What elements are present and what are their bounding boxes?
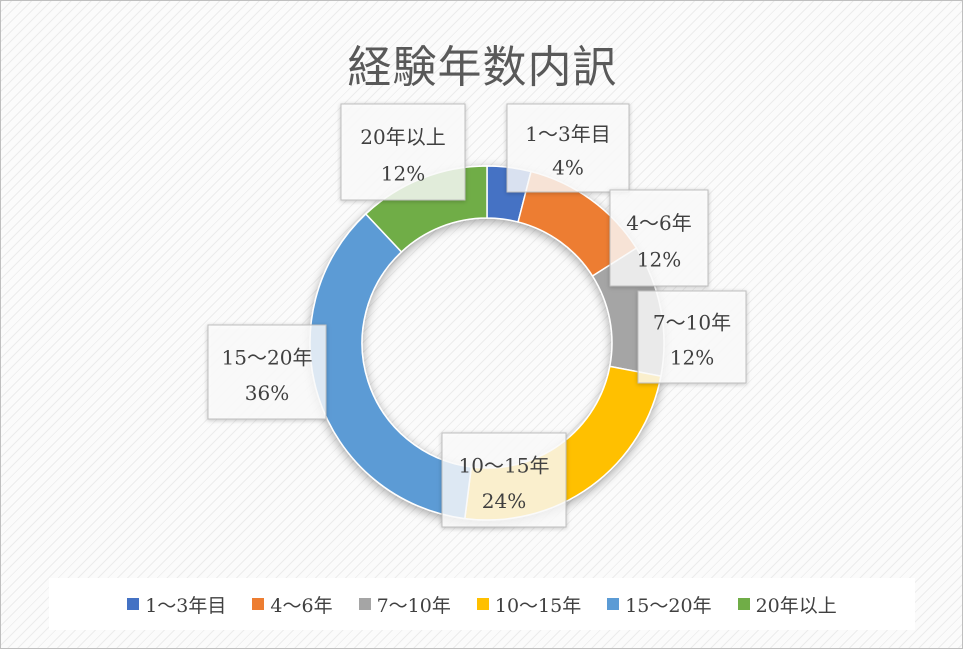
data-label-value: 24%	[482, 489, 526, 513]
chart-title: 経験年数内訳	[347, 42, 618, 93]
data-label-box	[506, 103, 630, 193]
data-label-value: 12%	[670, 346, 714, 370]
legend-item-3: 7～10年	[358, 591, 451, 618]
data-label-category: 7～10年	[653, 311, 731, 335]
legend-item-2: 4～6年	[252, 591, 333, 618]
legend-swatch	[737, 598, 750, 610]
data-label-4: 10～15年 24%	[441, 432, 567, 528]
legend-label: 15～20年	[625, 594, 712, 617]
data-label-value: 12%	[381, 162, 425, 186]
data-label-6: 20年以上 12%	[340, 103, 466, 201]
data-label-category: 1～3年目	[525, 122, 610, 146]
data-label-value: 36%	[245, 381, 289, 405]
data-label-box	[340, 103, 466, 201]
legend-label: 1～3年目	[145, 594, 227, 617]
data-label-box	[441, 432, 567, 528]
data-label-value: 12%	[637, 248, 681, 272]
data-label-category: 20年以上	[360, 125, 445, 149]
legend-item-4: 10～15年	[476, 591, 582, 618]
data-label-box	[637, 290, 747, 384]
legend-label: 20年以上	[755, 594, 837, 617]
data-label-1: 1～3年目 4%	[506, 103, 630, 193]
legend-swatch	[607, 598, 620, 610]
chart-legend: 1～3年目 4～6年 7～10年 10～15年 15～20年 20年以上	[49, 578, 915, 630]
legend-label: 7～10年	[376, 594, 451, 617]
slice-5	[309, 212, 473, 520]
data-label-category: 10～15年	[459, 453, 550, 477]
data-label-category: 15～20年	[222, 345, 313, 369]
legend-item-1: 1～3年目	[127, 591, 226, 618]
legend-label: 10～15年	[494, 594, 582, 617]
data-label-2: 4～6年 12%	[609, 189, 709, 287]
legend-item-6: 20年以上	[737, 591, 837, 618]
data-label-5: 15～20年 36%	[207, 324, 327, 420]
data-label-3: 7～10年 12%	[637, 290, 747, 384]
data-label-category: 4～6年	[626, 211, 691, 235]
legend-swatch	[358, 598, 371, 610]
legend-item-5: 15～20年	[607, 591, 712, 618]
data-label-box	[609, 189, 709, 287]
data-label-box	[207, 324, 327, 420]
legend-swatch	[476, 598, 489, 610]
data-label-value: 4%	[552, 156, 584, 180]
data-labels-layer: 1～3年目 4% 4～6年 12% 7～10年 12% 10～15年 24% 15～20年 36%…	[207, 103, 747, 528]
legend-label: 4～6年	[270, 594, 333, 617]
legend-swatch	[252, 598, 265, 610]
legend-swatch	[127, 598, 140, 610]
